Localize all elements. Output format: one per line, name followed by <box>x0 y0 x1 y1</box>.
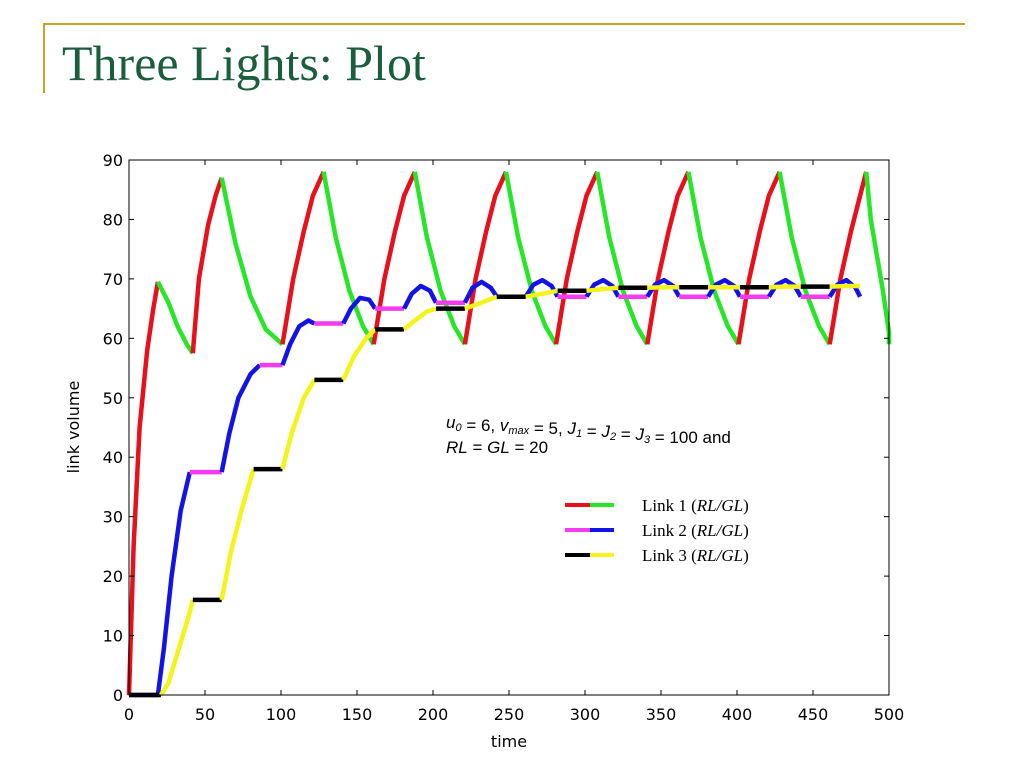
y-tick-label: 40 <box>103 448 123 467</box>
series-1-segment-11 <box>594 171 650 346</box>
series-1-segment-14 <box>736 170 782 345</box>
annotation-run: = 5, <box>529 419 567 438</box>
x-tick-label: 0 <box>124 705 134 724</box>
series-1-segment-12 <box>645 170 691 345</box>
annotation-parameters-line2: RL = GL = 20 <box>446 438 548 457</box>
annotation-run: = <box>582 422 601 441</box>
y-tick-label: 0 <box>113 686 123 705</box>
series-3-segment-17 <box>647 284 680 291</box>
legend-label-suffix: ) <box>743 546 749 565</box>
y-tick-label: 90 <box>103 151 123 170</box>
series-1-segment-15 <box>777 171 832 346</box>
legend-label: Link 2 (RL/GL) <box>642 521 749 540</box>
series-3-segment-9 <box>402 306 437 332</box>
x-tick-label: 50 <box>195 705 215 724</box>
series-1-segment-2 <box>190 177 224 354</box>
legend: Link 1 (RL/GL)Link 2 (RL/GL)Link 3 (RL/G… <box>565 496 749 565</box>
annotation-run: J <box>634 425 644 444</box>
y-axis-label: link volume <box>64 381 83 474</box>
legend-label: Link 3 (RL/GL) <box>642 546 749 565</box>
x-tick-label: 450 <box>798 705 829 724</box>
series-3-segment-1 <box>159 599 195 697</box>
series-1-segment-0 <box>126 281 161 696</box>
annotation-run: 3 <box>644 434 651 446</box>
title-accent-bar <box>43 23 45 93</box>
annotation-run: = 6, <box>462 416 500 435</box>
series-1-segment-8 <box>462 170 509 345</box>
y-tick-label: 70 <box>103 270 123 289</box>
series-2-segment-2 <box>219 363 262 473</box>
series-2-segment-8 <box>402 283 439 310</box>
annotation-run: = <box>616 425 635 444</box>
y-tick-label: 20 <box>103 567 123 586</box>
annotation-run: = <box>468 438 487 457</box>
x-axis-label: time <box>491 732 527 751</box>
series-3-segment-23 <box>829 283 861 289</box>
annotation-run: RL <box>446 438 468 457</box>
series-2-segment-10 <box>462 279 499 304</box>
x-tick-label: 100 <box>266 705 297 724</box>
series-1-segment-5 <box>321 171 376 346</box>
annotation-run: J <box>566 419 576 438</box>
legend-label-prefix: Link 3 ( <box>642 546 697 565</box>
legend-label-prefix: Link 2 ( <box>642 521 697 540</box>
series-2-segment-4 <box>280 318 316 366</box>
x-tick-label: 500 <box>874 705 905 724</box>
annotation-run: u <box>446 413 456 432</box>
y-tick-label: 30 <box>103 508 123 527</box>
legend-label-italic: RL/GL <box>696 521 743 540</box>
x-tick-label: 200 <box>418 705 449 724</box>
legend-label: Link 1 (RL/GL) <box>642 496 749 515</box>
annotation-run: J <box>600 422 610 441</box>
annotation-run: v <box>500 416 510 435</box>
x-tick-label: 250 <box>494 705 525 724</box>
series-3-segment-11 <box>464 294 498 311</box>
series-1-segment-10 <box>553 170 600 345</box>
annotation-run: 0 <box>455 422 462 434</box>
series-1-segment-1 <box>155 280 195 355</box>
annotation-parameters-line1: u0 = 6, vmax = 5, J1 = J2 = J3 = 100 and <box>446 413 731 447</box>
annotation-run: max <box>508 425 529 437</box>
series-3-segment-21 <box>768 284 801 290</box>
annotation-run: = 100 and <box>650 428 731 447</box>
series-1-segment-16 <box>827 171 869 345</box>
slide-title: Three Lights: Plot <box>62 35 426 91</box>
legend-label-suffix: ) <box>743 496 749 515</box>
series-3-segment-3 <box>219 468 256 601</box>
legend-label-italic: RL/GL <box>696 546 743 565</box>
series-1-segment-4 <box>280 170 326 345</box>
annotation-run: 1 <box>576 428 582 440</box>
series-1-segment-3 <box>219 177 284 346</box>
x-tick-label: 300 <box>570 705 601 724</box>
series-1-segment-7 <box>412 171 467 346</box>
y-tick-label: 80 <box>103 210 123 229</box>
series-1-segment-6 <box>371 170 417 345</box>
annotation-run: 2 <box>609 431 616 443</box>
title-accent-line <box>43 23 965 25</box>
series-3-segment-15 <box>586 285 619 294</box>
y-tick-label: 10 <box>103 627 123 646</box>
legend-label-italic: RL/GL <box>696 496 743 515</box>
legend-label-prefix: Link 1 ( <box>642 496 697 515</box>
legend-label-suffix: ) <box>743 521 749 540</box>
series-2-segment-6 <box>341 295 378 325</box>
series-2-segment-22 <box>827 277 863 298</box>
plot-area <box>129 160 889 695</box>
y-tick-label: 60 <box>103 329 123 348</box>
series-link-3 <box>129 283 861 698</box>
series-3-segment-13 <box>525 288 559 299</box>
x-tick-label: 400 <box>722 705 753 724</box>
series-3-segment-5 <box>280 378 317 470</box>
axes-layer: 0 50 100 150 200 250 300 350 400 450 5000102030405… <box>103 151 905 724</box>
x-tick-label: 150 <box>342 705 373 724</box>
y-tick-label: 50 <box>103 389 123 408</box>
annotation-run: GL <box>487 438 510 457</box>
x-tick-label: 350 <box>646 705 677 724</box>
annotation-run: = 20 <box>510 438 548 457</box>
series-3-segment-7 <box>341 327 377 381</box>
